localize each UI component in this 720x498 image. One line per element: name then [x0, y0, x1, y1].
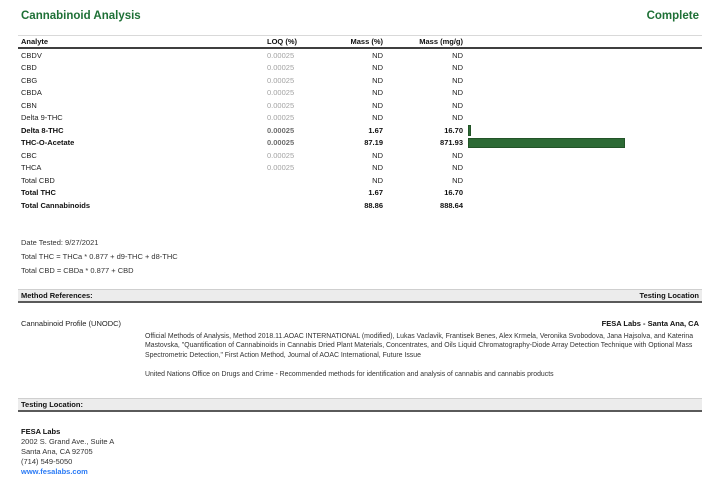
- loq-value: 0.00025: [267, 163, 295, 173]
- table-row: CBDA 0.00025 ND ND: [18, 87, 702, 100]
- table-row: CBDV 0.00025 ND ND: [18, 49, 702, 62]
- mass-percent-value: 1.67: [368, 188, 383, 198]
- mass-mg-value: ND: [452, 50, 463, 60]
- testing-location-value: FESA Labs - Santa Ana, CA: [601, 318, 699, 328]
- mass-bar: [468, 125, 471, 136]
- table-row: Delta 8-THC 0.00025 1.67 16.70: [18, 124, 702, 137]
- method-profile-row: Cannabinoid Profile (UNODC) FESA Labs - …: [18, 319, 702, 328]
- analyte-name: CBD: [21, 63, 37, 73]
- col-header-mass-mg: Mass (mg/g): [419, 37, 463, 46]
- mass-percent-value: 1.67: [368, 125, 383, 135]
- mass-mg-value: ND: [452, 75, 463, 85]
- mass-mg-value: ND: [452, 163, 463, 173]
- total-thc-formula-note: Total THC = THCa * 0.877 + d9-THC + d8-T…: [21, 251, 178, 261]
- loq-value: 0.00025: [267, 125, 295, 135]
- table-row: CBC 0.00025 ND ND: [18, 149, 702, 162]
- cannabinoid-table: Analyte LOQ (%) Mass (%) Mass (mg/g) CBD…: [18, 35, 702, 212]
- mass-percent-value: 88.86: [364, 200, 383, 210]
- status-badge: Complete: [646, 10, 699, 22]
- mass-percent-value: ND: [372, 88, 383, 98]
- mass-percent-value: ND: [372, 63, 383, 73]
- table-row: Total THC 1.67 16.70: [18, 187, 702, 200]
- mass-percent-value: 87.19: [364, 138, 383, 148]
- method-references-heading: Method References:: [21, 290, 93, 300]
- analyte-name: Delta 8-THC: [21, 125, 64, 135]
- table-row: CBG 0.00025 ND ND: [18, 74, 702, 87]
- mass-percent-value: ND: [372, 175, 383, 185]
- mass-mg-value: 888.64: [440, 200, 463, 210]
- lab-address-line-2: Santa Ana, CA 92705: [21, 446, 93, 456]
- loq-value: 0.00025: [267, 75, 295, 85]
- analyte-name: CBDA: [21, 88, 42, 98]
- mass-percent-value: ND: [372, 163, 383, 173]
- analyte-name: Delta 9-THC: [21, 113, 63, 123]
- testing-location-heading: Testing Location:: [21, 400, 83, 410]
- mass-mg-value: ND: [452, 175, 463, 185]
- mass-percent-value: ND: [372, 75, 383, 85]
- method-references-section-bar: Method References: Testing Location: [18, 288, 702, 303]
- unodc-reference-line: United Nations Office on Drugs and Crime…: [145, 370, 554, 378]
- table-row: Total Cannabinoids 88.86 888.64: [18, 199, 702, 212]
- table-row: CBN 0.00025 ND ND: [18, 99, 702, 112]
- mass-bar: [468, 137, 625, 148]
- analyte-name: THCA: [21, 163, 42, 173]
- lab-report-page: Cannabinoid Analysis Complete Analyte LO…: [18, 0, 702, 476]
- mass-mg-value: ND: [452, 88, 463, 98]
- aoac-reference-paragraph: Official Methods of Analysis, Method 201…: [145, 332, 694, 359]
- total-cbd-formula-note: Total CBD = CBDa * 0.877 + CBD: [21, 265, 134, 275]
- col-header-mass-pct: Mass (%): [350, 37, 383, 46]
- mass-mg-value: 16.70: [444, 188, 463, 198]
- col-header-analyte: Analyte: [21, 37, 49, 46]
- testing-location-column-heading: Testing Location: [639, 290, 699, 300]
- table-row: Total CBD ND ND: [18, 174, 702, 187]
- analyte-name: CBN: [21, 100, 37, 110]
- analyte-name: Total Cannabinoids: [21, 200, 91, 210]
- mass-mg-value: 871.93: [440, 138, 463, 148]
- report-notes: Date Tested: 9/27/2021 Total THC = THCa …: [18, 236, 702, 278]
- mass-mg-value: 16.70: [444, 125, 463, 135]
- lab-phone: (714) 549-5050: [21, 456, 73, 466]
- analyte-name: THC-O-Acetate: [21, 138, 75, 148]
- table-body: CBDV 0.00025 ND ND CBD 0.00025 ND ND CBG…: [18, 49, 702, 212]
- mass-mg-value: ND: [452, 113, 463, 123]
- mass-mg-value: ND: [452, 100, 463, 110]
- table-row: Delta 9-THC 0.00025 ND ND: [18, 112, 702, 125]
- lab-address-line-1: 2002 S. Grand Ave., Suite A: [21, 437, 115, 447]
- loq-value: 0.00025: [267, 100, 295, 110]
- date-tested-note: Date Tested: 9/27/2021: [21, 237, 99, 247]
- page-title: Cannabinoid Analysis: [21, 10, 141, 22]
- loq-value: 0.00025: [267, 88, 295, 98]
- lab-address-block: FESA Labs 2002 S. Grand Ave., Suite A Sa…: [18, 427, 702, 476]
- loq-value: 0.00025: [267, 63, 295, 73]
- table-row: THC-O-Acetate 0.00025 87.19 871.93: [18, 137, 702, 150]
- mass-percent-value: ND: [372, 50, 383, 60]
- loq-value: 0.00025: [267, 138, 295, 148]
- analyte-name: CBG: [21, 75, 38, 85]
- col-header-loq: LOQ (%): [267, 37, 297, 46]
- method-reference-text: Official Methods of Analysis, Method 201…: [145, 332, 702, 380]
- mass-percent-value: ND: [372, 100, 383, 110]
- loq-value: 0.00025: [267, 113, 295, 123]
- report-header: Cannabinoid Analysis Complete: [18, 0, 702, 22]
- mass-mg-value: ND: [452, 150, 463, 160]
- cannabinoid-profile-label: Cannabinoid Profile (UNODC): [21, 318, 122, 328]
- lab-website-link[interactable]: www.fesalabs.com: [21, 466, 88, 476]
- loq-value: 0.00025: [267, 150, 295, 160]
- mass-percent-value: ND: [372, 113, 383, 123]
- analyte-name: CBC: [21, 150, 37, 160]
- table-header-row: Analyte LOQ (%) Mass (%) Mass (mg/g): [18, 35, 702, 49]
- analyte-name: CBDV: [21, 50, 42, 60]
- mass-mg-value: ND: [452, 63, 463, 73]
- loq-value: 0.00025: [267, 50, 295, 60]
- table-row: THCA 0.00025 ND ND: [18, 162, 702, 175]
- col-header-bar-space: [463, 36, 702, 47]
- table-row: CBD 0.00025 ND ND: [18, 62, 702, 75]
- analyte-name: Total THC: [21, 188, 56, 198]
- testing-location-section-bar: Testing Location:: [18, 398, 702, 413]
- analyte-name: Total CBD: [21, 175, 55, 185]
- mass-percent-value: ND: [372, 150, 383, 160]
- lab-name: FESA Labs: [21, 427, 61, 437]
